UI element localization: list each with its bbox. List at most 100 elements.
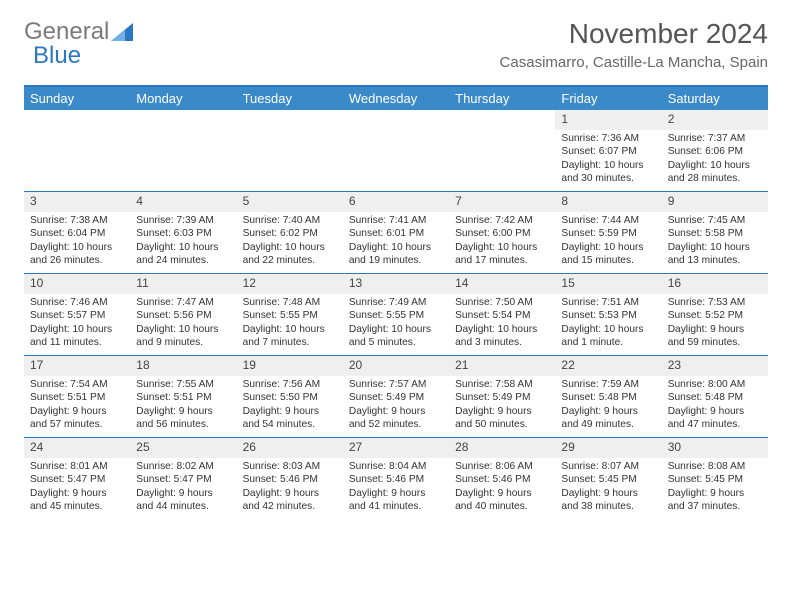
daylight-text: Daylight: 10 hours and 22 minutes. bbox=[243, 241, 337, 268]
day-number: 15 bbox=[555, 274, 661, 294]
day-number: 24 bbox=[24, 438, 130, 458]
daylight-text: Daylight: 10 hours and 24 minutes. bbox=[136, 241, 230, 268]
sunrise-text: Sunrise: 7:55 AM bbox=[136, 378, 230, 391]
sunrise-text: Sunrise: 8:06 AM bbox=[455, 460, 549, 473]
sunset-text: Sunset: 5:46 PM bbox=[243, 473, 337, 486]
sunset-text: Sunset: 5:47 PM bbox=[136, 473, 230, 486]
daylight-text: Daylight: 10 hours and 30 minutes. bbox=[561, 159, 655, 186]
logo-text-2: Blue bbox=[33, 42, 81, 70]
sunrise-text: Sunrise: 7:51 AM bbox=[561, 296, 655, 309]
sunrise-text: Sunrise: 7:58 AM bbox=[455, 378, 549, 391]
sunset-text: Sunset: 5:49 PM bbox=[349, 391, 443, 404]
day-number-row: 10111213141516 bbox=[24, 273, 768, 294]
day-cell: Sunrise: 8:01 AMSunset: 5:47 PMDaylight:… bbox=[24, 458, 130, 519]
sunrise-text: Sunrise: 7:41 AM bbox=[349, 214, 443, 227]
day-number-row: 3456789 bbox=[24, 191, 768, 212]
sunset-text: Sunset: 5:58 PM bbox=[668, 227, 762, 240]
sunset-text: Sunset: 5:45 PM bbox=[561, 473, 655, 486]
day-number-row: 24252627282930 bbox=[24, 437, 768, 458]
day-cell: Sunrise: 7:48 AMSunset: 5:55 PMDaylight:… bbox=[237, 294, 343, 355]
day-number: 7 bbox=[449, 192, 555, 212]
weekday-header: Wednesday bbox=[343, 87, 449, 110]
day-number-row: 17181920212223 bbox=[24, 355, 768, 376]
logo-triangle-icon bbox=[111, 23, 133, 41]
sunrise-text: Sunrise: 7:57 AM bbox=[349, 378, 443, 391]
sunset-text: Sunset: 5:48 PM bbox=[561, 391, 655, 404]
weekday-header: Tuesday bbox=[237, 87, 343, 110]
daylight-text: Daylight: 9 hours and 54 minutes. bbox=[243, 405, 337, 432]
day-content-row: Sunrise: 7:38 AMSunset: 6:04 PM Daylight:… bbox=[24, 212, 768, 273]
sunrise-text: Sunrise: 7:47 AM bbox=[136, 296, 230, 309]
daylight-text: Daylight: 10 hours and 28 minutes. bbox=[668, 159, 762, 186]
day-cell bbox=[24, 130, 130, 191]
sunset-text: Sunset: 5:59 PM bbox=[561, 227, 655, 240]
sunset-text: Sunset: 5:48 PM bbox=[668, 391, 762, 404]
weekday-header-row: Sunday Monday Tuesday Wednesday Thursday… bbox=[24, 87, 768, 110]
sunset-text: Sunset: 5:56 PM bbox=[136, 309, 230, 322]
weekday-header: Thursday bbox=[449, 87, 555, 110]
sunrise-text: Sunrise: 8:08 AM bbox=[668, 460, 762, 473]
sunrise-text: Sunrise: 8:02 AM bbox=[136, 460, 230, 473]
day-number: 12 bbox=[237, 274, 343, 294]
daylight-text: Daylight: 9 hours and 56 minutes. bbox=[136, 405, 230, 432]
sunset-text: Sunset: 6:04 PM bbox=[30, 227, 124, 240]
day-number: 21 bbox=[449, 356, 555, 376]
daylight-text: Daylight: 9 hours and 59 minutes. bbox=[668, 323, 762, 350]
day-cell: Sunrise: 7:41 AMSunset: 6:01 PMDaylight:… bbox=[343, 212, 449, 273]
daylight-text: Daylight: 10 hours and 19 minutes. bbox=[349, 241, 443, 268]
sunset-text: Sunset: 5:50 PM bbox=[243, 391, 337, 404]
day-cell: Sunrise: 7:36 AMSunset: 6:07 PMDaylight:… bbox=[555, 130, 661, 191]
sunset-text: Sunset: 6:03 PM bbox=[136, 227, 230, 240]
daylight-text: Daylight: 9 hours and 45 minutes. bbox=[30, 487, 124, 514]
day-content-row: Sunrise: 7:46 AMSunset: 5:57 PMDaylight:… bbox=[24, 294, 768, 355]
day-number bbox=[237, 110, 343, 130]
day-cell: Sunrise: 7:54 AMSunset: 5:51 PMDaylight:… bbox=[24, 376, 130, 437]
day-number: 28 bbox=[449, 438, 555, 458]
sunset-text: Sunset: 5:54 PM bbox=[455, 309, 549, 322]
day-cell: Sunrise: 8:03 AMSunset: 5:46 PMDaylight:… bbox=[237, 458, 343, 519]
day-cell: Sunrise: 7:40 AMSunset: 6:02 PMDaylight:… bbox=[237, 212, 343, 273]
day-cell: Sunrise: 8:08 AMSunset: 5:45 PMDaylight:… bbox=[662, 458, 768, 519]
sunrise-text: Sunrise: 8:00 AM bbox=[668, 378, 762, 391]
sunset-text: Sunset: 6:06 PM bbox=[668, 145, 762, 158]
daylight-text: Daylight: 9 hours and 49 minutes. bbox=[561, 405, 655, 432]
daylight-text: Daylight: 10 hours and 15 minutes. bbox=[561, 241, 655, 268]
day-content-row: Sunrise: 8:01 AMSunset: 5:47 PMDaylight:… bbox=[24, 458, 768, 519]
sunrise-text: Sunrise: 7:38 AM bbox=[30, 214, 124, 227]
day-number bbox=[24, 110, 130, 130]
sunrise-text: Sunrise: 7:39 AM bbox=[136, 214, 230, 227]
sunrise-text: Sunrise: 7:45 AM bbox=[668, 214, 762, 227]
sunset-text: Sunset: 5:51 PM bbox=[136, 391, 230, 404]
daylight-text: Daylight: 10 hours and 7 minutes. bbox=[243, 323, 337, 350]
daylight-text: Daylight: 10 hours and 9 minutes. bbox=[136, 323, 230, 350]
day-number: 4 bbox=[130, 192, 236, 212]
daylight-text: Daylight: 9 hours and 41 minutes. bbox=[349, 487, 443, 514]
sunrise-text: Sunrise: 8:03 AM bbox=[243, 460, 337, 473]
sunrise-text: Sunrise: 7:53 AM bbox=[668, 296, 762, 309]
sunrise-text: Sunrise: 8:04 AM bbox=[349, 460, 443, 473]
day-content-row: Sunrise: 7:54 AMSunset: 5:51 PMDaylight:… bbox=[24, 376, 768, 437]
day-number: 29 bbox=[555, 438, 661, 458]
day-number: 6 bbox=[343, 192, 449, 212]
sunrise-text: Sunrise: 7:42 AM bbox=[455, 214, 549, 227]
day-cell: Sunrise: 7:39 AMSunset: 6:03 PMDaylight:… bbox=[130, 212, 236, 273]
day-cell: Sunrise: 7:49 AMSunset: 5:55 PMDaylight:… bbox=[343, 294, 449, 355]
sunrise-text: Sunrise: 7:49 AM bbox=[349, 296, 443, 309]
weekday-header: Friday bbox=[555, 87, 661, 110]
day-cell: Sunrise: 7:55 AMSunset: 5:51 PMDaylight:… bbox=[130, 376, 236, 437]
day-content-row: Sunrise: 7:36 AMSunset: 6:07 PMDaylight:… bbox=[24, 130, 768, 191]
day-number: 25 bbox=[130, 438, 236, 458]
day-number: 14 bbox=[449, 274, 555, 294]
day-number bbox=[343, 110, 449, 130]
page-title: November 2024 bbox=[500, 18, 768, 50]
day-cell: Sunrise: 7:50 AMSunset: 5:54 PMDaylight:… bbox=[449, 294, 555, 355]
day-number: 20 bbox=[343, 356, 449, 376]
day-number: 9 bbox=[662, 192, 768, 212]
daylight-text: Daylight: 10 hours and 11 minutes. bbox=[30, 323, 124, 350]
day-number: 27 bbox=[343, 438, 449, 458]
daylight-text: Daylight: 10 hours and 5 minutes. bbox=[349, 323, 443, 350]
day-number: 8 bbox=[555, 192, 661, 212]
day-number: 18 bbox=[130, 356, 236, 376]
weekday-header: Monday bbox=[130, 87, 236, 110]
day-number bbox=[130, 110, 236, 130]
